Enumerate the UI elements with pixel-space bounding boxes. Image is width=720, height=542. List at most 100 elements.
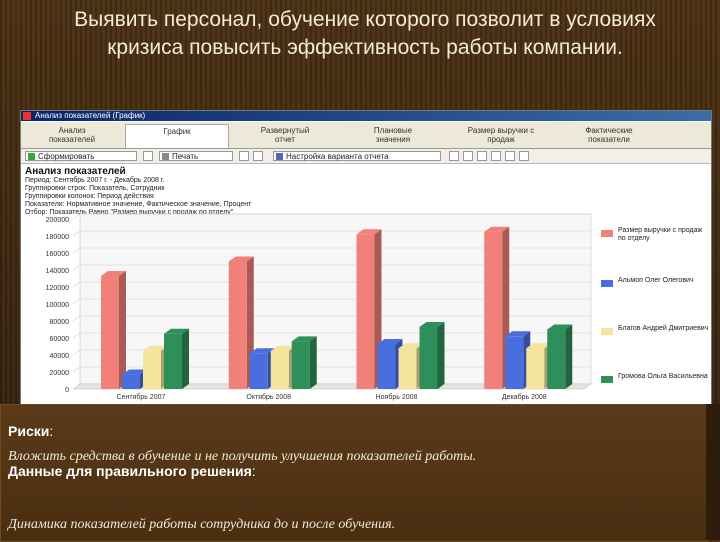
- risks-heading: Риски:: [8, 423, 54, 439]
- data-text: Динамика показателей работы сотрудника д…: [8, 517, 396, 532]
- bar-top: [547, 324, 573, 330]
- bar: [249, 353, 268, 389]
- bar: [419, 326, 438, 389]
- report-header: Анализ показателей Период: Сентябрь 2007…: [25, 166, 425, 217]
- y-tick-label: 60000: [50, 336, 70, 343]
- bar-top: [526, 343, 552, 349]
- report-settings-button[interactable]: Настройка варианта отчета: [273, 151, 441, 161]
- toolbar: Сформировать Печать Настройка варианта о…: [21, 149, 711, 164]
- tab-planned-values[interactable]: Плановые значения: [341, 124, 445, 146]
- y-tick-label: 0: [65, 387, 69, 394]
- y-tick-label: 200000: [46, 217, 69, 224]
- window-title: Анализ показателей (График): [35, 111, 146, 120]
- tab-label: График: [163, 127, 191, 136]
- filter-period: Период: Сентябрь 2007 г. - Декабрь 2008 …: [25, 177, 165, 184]
- bar-top: [356, 229, 382, 235]
- print-label: Печать: [172, 152, 199, 161]
- pie-chart-icon[interactable]: [463, 151, 473, 161]
- x-tick-label: Октябрь 2008: [246, 393, 291, 401]
- bar: [526, 348, 545, 389]
- bar: [547, 329, 566, 389]
- form-report-button[interactable]: Сформировать: [25, 151, 137, 161]
- y-tick-label: 180000: [46, 234, 69, 241]
- bar-side: [119, 270, 126, 389]
- tab-detailed-report[interactable]: Развернутый отчет: [233, 124, 337, 146]
- tab-label: Развернутый отчет: [260, 126, 310, 144]
- report-title: Анализ показателей: [25, 166, 126, 177]
- gridline-side: [72, 349, 81, 356]
- slide-title-line-1: Выявить персонал, обучение которого позв…: [74, 8, 656, 31]
- export-icon[interactable]: [239, 151, 249, 161]
- filter-column-groups: Группировки колонок: Период действия: [25, 193, 154, 200]
- zoom-icon[interactable]: [505, 151, 515, 161]
- bar: [291, 341, 310, 389]
- save-icon[interactable]: [143, 151, 153, 161]
- bar-top: [249, 348, 275, 354]
- bar-top: [101, 270, 126, 276]
- y-tick-label: 40000: [50, 353, 70, 360]
- app-icon: [23, 112, 31, 120]
- bar: [122, 374, 140, 389]
- filter-selection: Отбор: Показатель Равно "Размер выручки …: [25, 209, 234, 216]
- legend-label: Благов Андрей Дмитриевич: [618, 325, 709, 332]
- filter-indicators: Показатели: Нормативное значение, Фактич…: [25, 201, 252, 208]
- bar: [398, 348, 417, 389]
- chart-settings-icon[interactable]: [253, 151, 263, 161]
- report-settings-label: Настройка варианта отчета: [286, 152, 389, 161]
- play-icon: [28, 153, 35, 160]
- line-chart-icon[interactable]: [477, 151, 487, 161]
- y-tick-label: 80000: [50, 319, 70, 326]
- bar-chart: 2000001800001600001400001200001000008000…: [46, 213, 592, 401]
- legend-label: Громова Ольга Васильевна: [618, 373, 708, 380]
- gridline-side: [72, 230, 81, 237]
- legend-swatch-series-3: [601, 328, 613, 335]
- legend-label: Размер выручки с продаж по отделу: [618, 227, 703, 242]
- tab-label: Плановые значения: [373, 126, 413, 144]
- printer-icon: [162, 153, 169, 160]
- tab-label: Фактические показатели: [585, 126, 633, 144]
- risks-text: Вложить средства в обучение и не получит…: [8, 449, 477, 464]
- bar: [377, 343, 396, 389]
- bar: [505, 336, 524, 389]
- bar: [484, 231, 503, 389]
- bar: [164, 333, 182, 389]
- bar: [143, 350, 161, 389]
- x-tick-label: Декабрь 2008: [502, 393, 547, 401]
- form-report-label: Сформировать: [38, 152, 95, 161]
- gridline-side: [72, 315, 81, 322]
- bar-top: [291, 336, 317, 342]
- bar-top: [377, 338, 403, 344]
- tab-actual-indicators[interactable]: Фактические показатели: [557, 124, 661, 146]
- table-icon[interactable]: [491, 151, 501, 161]
- gridline-side: [72, 383, 81, 390]
- gridline-side: [72, 281, 81, 288]
- slide-title-line-2: кризиса повысить эффективность работы ко…: [107, 36, 623, 59]
- legend-swatch-series-2: [601, 280, 613, 287]
- bar-top: [164, 328, 189, 334]
- bar: [101, 275, 119, 389]
- legend-swatch-series-4: [601, 376, 613, 383]
- legend-label: Альмоп Олег Олегович: [618, 277, 694, 284]
- tab-label: Анализ показателей: [48, 126, 96, 144]
- tab-indicator-analysis[interactable]: Анализ показателей: [23, 124, 121, 146]
- bar-top: [484, 226, 510, 232]
- tab-sales-revenue[interactable]: Размер выручки с продаж: [449, 124, 553, 146]
- bar-chart-icon[interactable]: [449, 151, 459, 161]
- bar: [356, 234, 375, 389]
- bar-top: [398, 343, 424, 349]
- print-button[interactable]: Печать: [159, 151, 233, 161]
- help-icon[interactable]: [519, 151, 529, 161]
- tab-chart[interactable]: График: [125, 124, 229, 148]
- tab-strip: Анализ показателей График Развернутый от…: [21, 122, 711, 149]
- bar-top: [143, 345, 168, 351]
- bar-top: [122, 369, 147, 375]
- bar: [228, 261, 247, 389]
- y-tick-label: 140000: [46, 268, 69, 275]
- bar-top: [228, 256, 254, 262]
- bar-side: [565, 324, 573, 389]
- tab-label: Размер выручки с продаж: [467, 126, 535, 144]
- gridline-side: [72, 298, 81, 305]
- y-tick-label: 20000: [50, 370, 70, 377]
- data-heading: Данные для правильного решения:: [8, 463, 256, 479]
- bar-side: [182, 328, 189, 389]
